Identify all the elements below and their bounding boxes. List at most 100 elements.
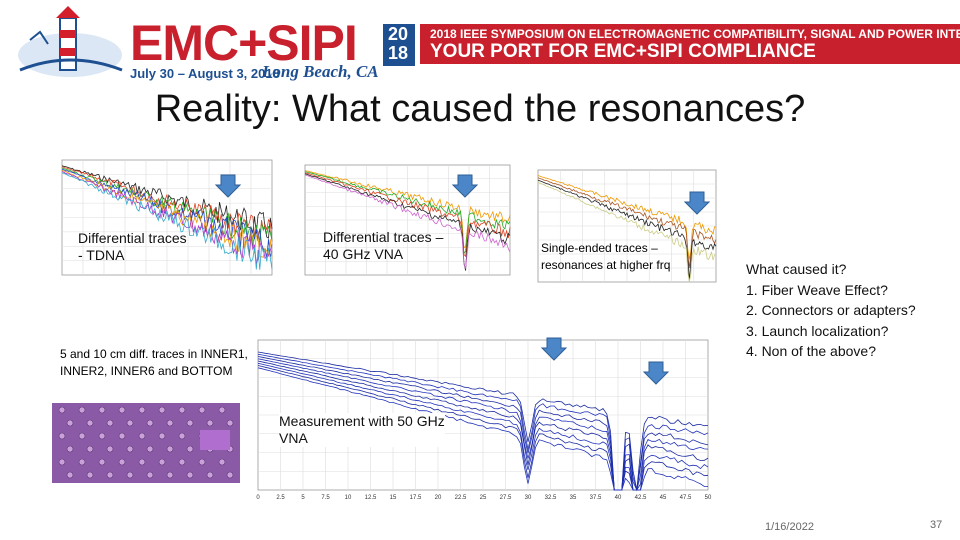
caption-line: VNA [279,430,308,446]
question-list: What caused it? 1. Fiber Weave Effect? 2. … [746,259,916,362]
pcb-via [78,406,86,414]
arrow-marker [683,191,711,215]
x-tick-label: 12.5 [365,495,377,501]
pcb-via [98,458,106,466]
pcb-via [146,419,154,427]
pcb-via [138,458,146,466]
x-tick-label: 35 [570,495,577,501]
arrow-marker [214,174,242,198]
decorative-trace [257,367,708,491]
logo [18,6,123,77]
pcb-via [186,419,194,427]
pcb-via [158,458,166,466]
place: Long Beach, CA [262,62,379,81]
decorative-trace [61,172,273,270]
question: 3. Launch localization? [746,322,889,339]
x-tick-label: 17.5 [410,495,422,501]
pcb-via [98,432,106,440]
pcb-via [86,471,94,479]
pcb-via [86,419,94,427]
pcb-via [118,406,126,414]
x-tick-label: 47.5 [680,495,692,501]
pcb-via [58,458,66,466]
pcb-via [158,406,166,414]
pcb-via [178,406,186,414]
x-tick-label: 2.5 [276,495,285,501]
pcb-via [126,471,134,479]
dates: July 30 – August 3, 2018 [130,66,280,81]
year-top: 20 [388,24,409,44]
caption-line: 5 and 10 cm diff. traces in INNER1, [60,347,248,361]
arrow-marker [642,361,670,385]
caption-line: Measurement with 50 GHz [279,413,445,429]
x-tick-label: 50 [705,495,712,501]
decorative-trace [304,171,511,255]
pcb-via [178,458,186,466]
caption: Differential traces - TDNA [78,230,187,264]
brand: EMC+SIPI [130,15,358,71]
pcb-via [138,432,146,440]
pcb-via [118,432,126,440]
pcb-via [166,471,174,479]
x-tick-label: 25 [480,495,487,501]
x-tick-label: 5 [301,495,305,501]
question: 4. Non of the above? [746,343,876,359]
x-tick-label: 15 [390,495,397,501]
caption-line: Single-ended traces – [541,241,658,255]
pcb-via [66,419,74,427]
decorative-trace [304,170,511,249]
x-tick-label: 42.5 [635,495,647,501]
pcb-via [146,445,154,453]
slide-title: Reality: What caused the resonances? [154,88,806,130]
decorative-trace [537,177,717,269]
question: What caused it? [746,261,847,277]
page-number: 37 [930,519,943,531]
banner-line1: 2018 IEEE SYMPOSIUM ON ELECTROMAGNETIC C… [430,27,960,41]
pcb-pad [200,430,230,450]
pcb-via [138,406,146,414]
pcb-via [226,471,234,479]
x-tick-label: 30 [525,495,532,501]
caption: Measurement with 50 GHz VNA [279,413,445,447]
decorative-trace [257,353,709,491]
decorative-trace [537,175,717,260]
decorative-trace [304,174,511,269]
pcb-via [218,458,226,466]
banner-line2: YOUR PORT FOR EMC+SIPI COMPLIANCE [430,41,816,62]
pcb-via [106,445,114,453]
banner [420,24,960,64]
caption: 5 and 10 cm diff. traces in INNER1, INNER… [60,346,248,380]
pcb-via [78,458,86,466]
x-tick-label: 0 [256,495,260,501]
pcb-via [126,445,134,453]
pcb-via [86,445,94,453]
decorative-trace [257,351,709,491]
pcb-via [66,471,74,479]
x-tick-label: 32.5 [545,495,557,501]
x-tick-label: 40 [615,495,622,501]
x-tick-label: 37.5 [590,495,602,501]
question: 1. Fiber Weave Effect? [746,281,888,298]
decorative-trace [304,172,511,258]
pcb-via [226,419,234,427]
question: 2. Connectors or adapters? [746,302,916,318]
year-box [383,24,415,66]
pcb-via [218,406,226,414]
x-tick-label: 7.5 [321,495,330,501]
pcb-via [118,458,126,466]
x-tick-label: 10 [345,495,352,501]
pcb-via [58,406,66,414]
caption: Single-ended traces – resonances at highe… [541,240,670,274]
pcb-via [178,432,186,440]
pcb-via [198,406,206,414]
pcb-via [78,432,86,440]
caption-line: 40 GHz VNA [323,246,404,262]
pcb-via [158,432,166,440]
year-bottom: 18 [388,43,409,63]
decorative-trace [61,167,273,247]
pcb-via [58,432,66,440]
pcb-via [198,458,206,466]
pcb-via [206,471,214,479]
